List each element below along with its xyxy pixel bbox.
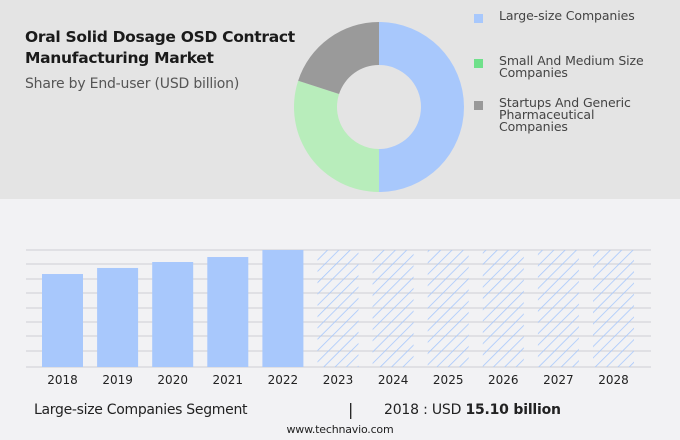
legend-label: Large-size Companies bbox=[499, 8, 635, 23]
donut-slice-2 bbox=[298, 22, 379, 95]
x-tick-2027: 2027 bbox=[543, 373, 574, 387]
footer-value: 2018 : USD 15.10 billion bbox=[384, 402, 561, 418]
footer-separator: | bbox=[348, 400, 354, 419]
donut-slice-0 bbox=[379, 22, 464, 192]
x-tick-2025: 2025 bbox=[433, 373, 464, 387]
x-tick-2026: 2026 bbox=[488, 373, 519, 387]
forecast-bar-2027 bbox=[537, 250, 579, 367]
footer-value-prefix: 2018 : USD bbox=[384, 402, 462, 418]
forecast-bar-2024 bbox=[372, 250, 414, 367]
legend-swatch bbox=[474, 59, 483, 68]
bar-2018 bbox=[42, 274, 83, 367]
forecast-bar-2028 bbox=[593, 250, 634, 367]
legend-swatch bbox=[474, 101, 483, 110]
x-tick-2019: 2019 bbox=[102, 373, 133, 387]
chart-title: Oral Solid Dosage OSD Contract Manufactu… bbox=[25, 27, 295, 69]
chart-subtitle: Share by End-user (USD billion) bbox=[25, 76, 240, 92]
forecast-bar-2023 bbox=[317, 250, 359, 367]
bar-2020 bbox=[152, 262, 194, 367]
legend-label: Startups And Generic Pharmaceutical Compan… bbox=[499, 95, 631, 134]
bar-2021 bbox=[207, 257, 249, 367]
source-link[interactable]: www.technavio.com bbox=[286, 423, 394, 436]
footer-segment-label: Large-size Companies Segment bbox=[34, 402, 248, 418]
bar-2019 bbox=[97, 267, 139, 367]
x-tick-2023: 2023 bbox=[323, 373, 354, 387]
x-tick-2024: 2024 bbox=[378, 373, 409, 387]
bar-series bbox=[42, 250, 634, 367]
x-axis-ticks: 2018 2019 2020 2021 2022 2023 2024 2025 2026 2027… bbox=[47, 373, 629, 387]
forecast-bar-2026 bbox=[482, 250, 524, 367]
donut-slice-1 bbox=[294, 80, 379, 192]
title-line-2: Manufacturing Market bbox=[25, 49, 214, 67]
legend-swatch bbox=[474, 14, 483, 23]
footer-value-bold: 15.10 billion bbox=[465, 402, 561, 418]
donut-chart bbox=[294, 22, 464, 192]
forecast-bar-2025 bbox=[427, 250, 469, 367]
x-tick-2018: 2018 bbox=[47, 373, 78, 387]
x-tick-2020: 2020 bbox=[157, 373, 188, 387]
title-line-1: Oral Solid Dosage OSD Contract bbox=[25, 28, 295, 46]
x-tick-2021: 2021 bbox=[213, 373, 244, 387]
x-tick-2022: 2022 bbox=[268, 373, 299, 387]
x-tick-2028: 2028 bbox=[598, 373, 629, 387]
legend-label: Small And Medium Size Companies bbox=[499, 53, 644, 80]
bar-2022 bbox=[262, 250, 304, 367]
